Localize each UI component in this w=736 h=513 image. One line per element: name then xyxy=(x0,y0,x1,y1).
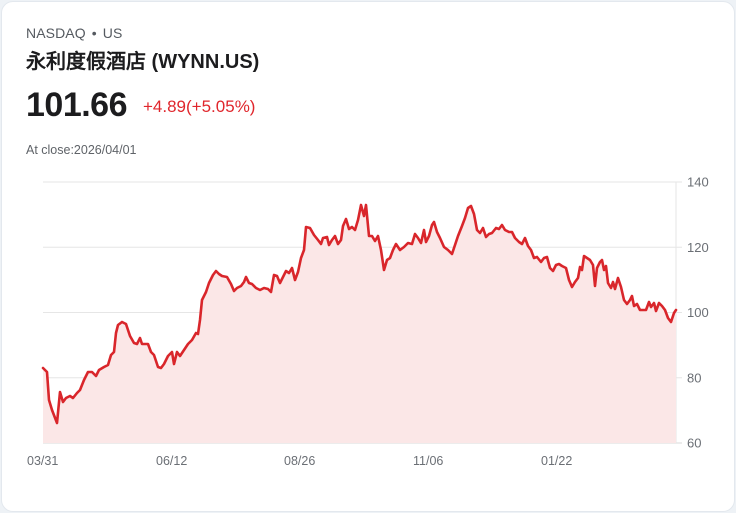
x-tick-label: 06/12 xyxy=(156,454,187,468)
y-tick-label: 80 xyxy=(687,370,701,385)
y-tick-label: 60 xyxy=(687,436,701,451)
x-axis-ticks: 03/31 06/12 08/26 11/06 01/22 xyxy=(27,454,572,468)
price-change: +4.89(+5.05%) xyxy=(143,97,256,116)
market-name: US xyxy=(102,25,123,41)
exchange-name: NASDAQ xyxy=(26,25,86,41)
x-tick-label: 11/06 xyxy=(413,454,443,468)
exchange-line: NASDAQ • US xyxy=(26,25,122,41)
close-timestamp: At close:2026/04/01 xyxy=(26,143,137,157)
x-tick-label: 03/31 xyxy=(27,454,58,468)
x-tick-label: 08/26 xyxy=(284,454,315,468)
separator-dot: • xyxy=(91,25,97,41)
price-line xyxy=(41,203,678,425)
stock-title: 永利度假酒店 (WYNN.US) xyxy=(26,51,260,73)
y-tick-label: 120 xyxy=(687,240,709,255)
x-tick-label: 01/22 xyxy=(541,454,572,468)
y-axis-ticks: 140 120 100 80 60 xyxy=(687,175,709,451)
price-area-fill xyxy=(43,205,676,443)
current-price: 101.66 xyxy=(26,86,128,124)
y-tick-label: 100 xyxy=(687,305,709,320)
y-tick-label: 140 xyxy=(687,175,709,190)
